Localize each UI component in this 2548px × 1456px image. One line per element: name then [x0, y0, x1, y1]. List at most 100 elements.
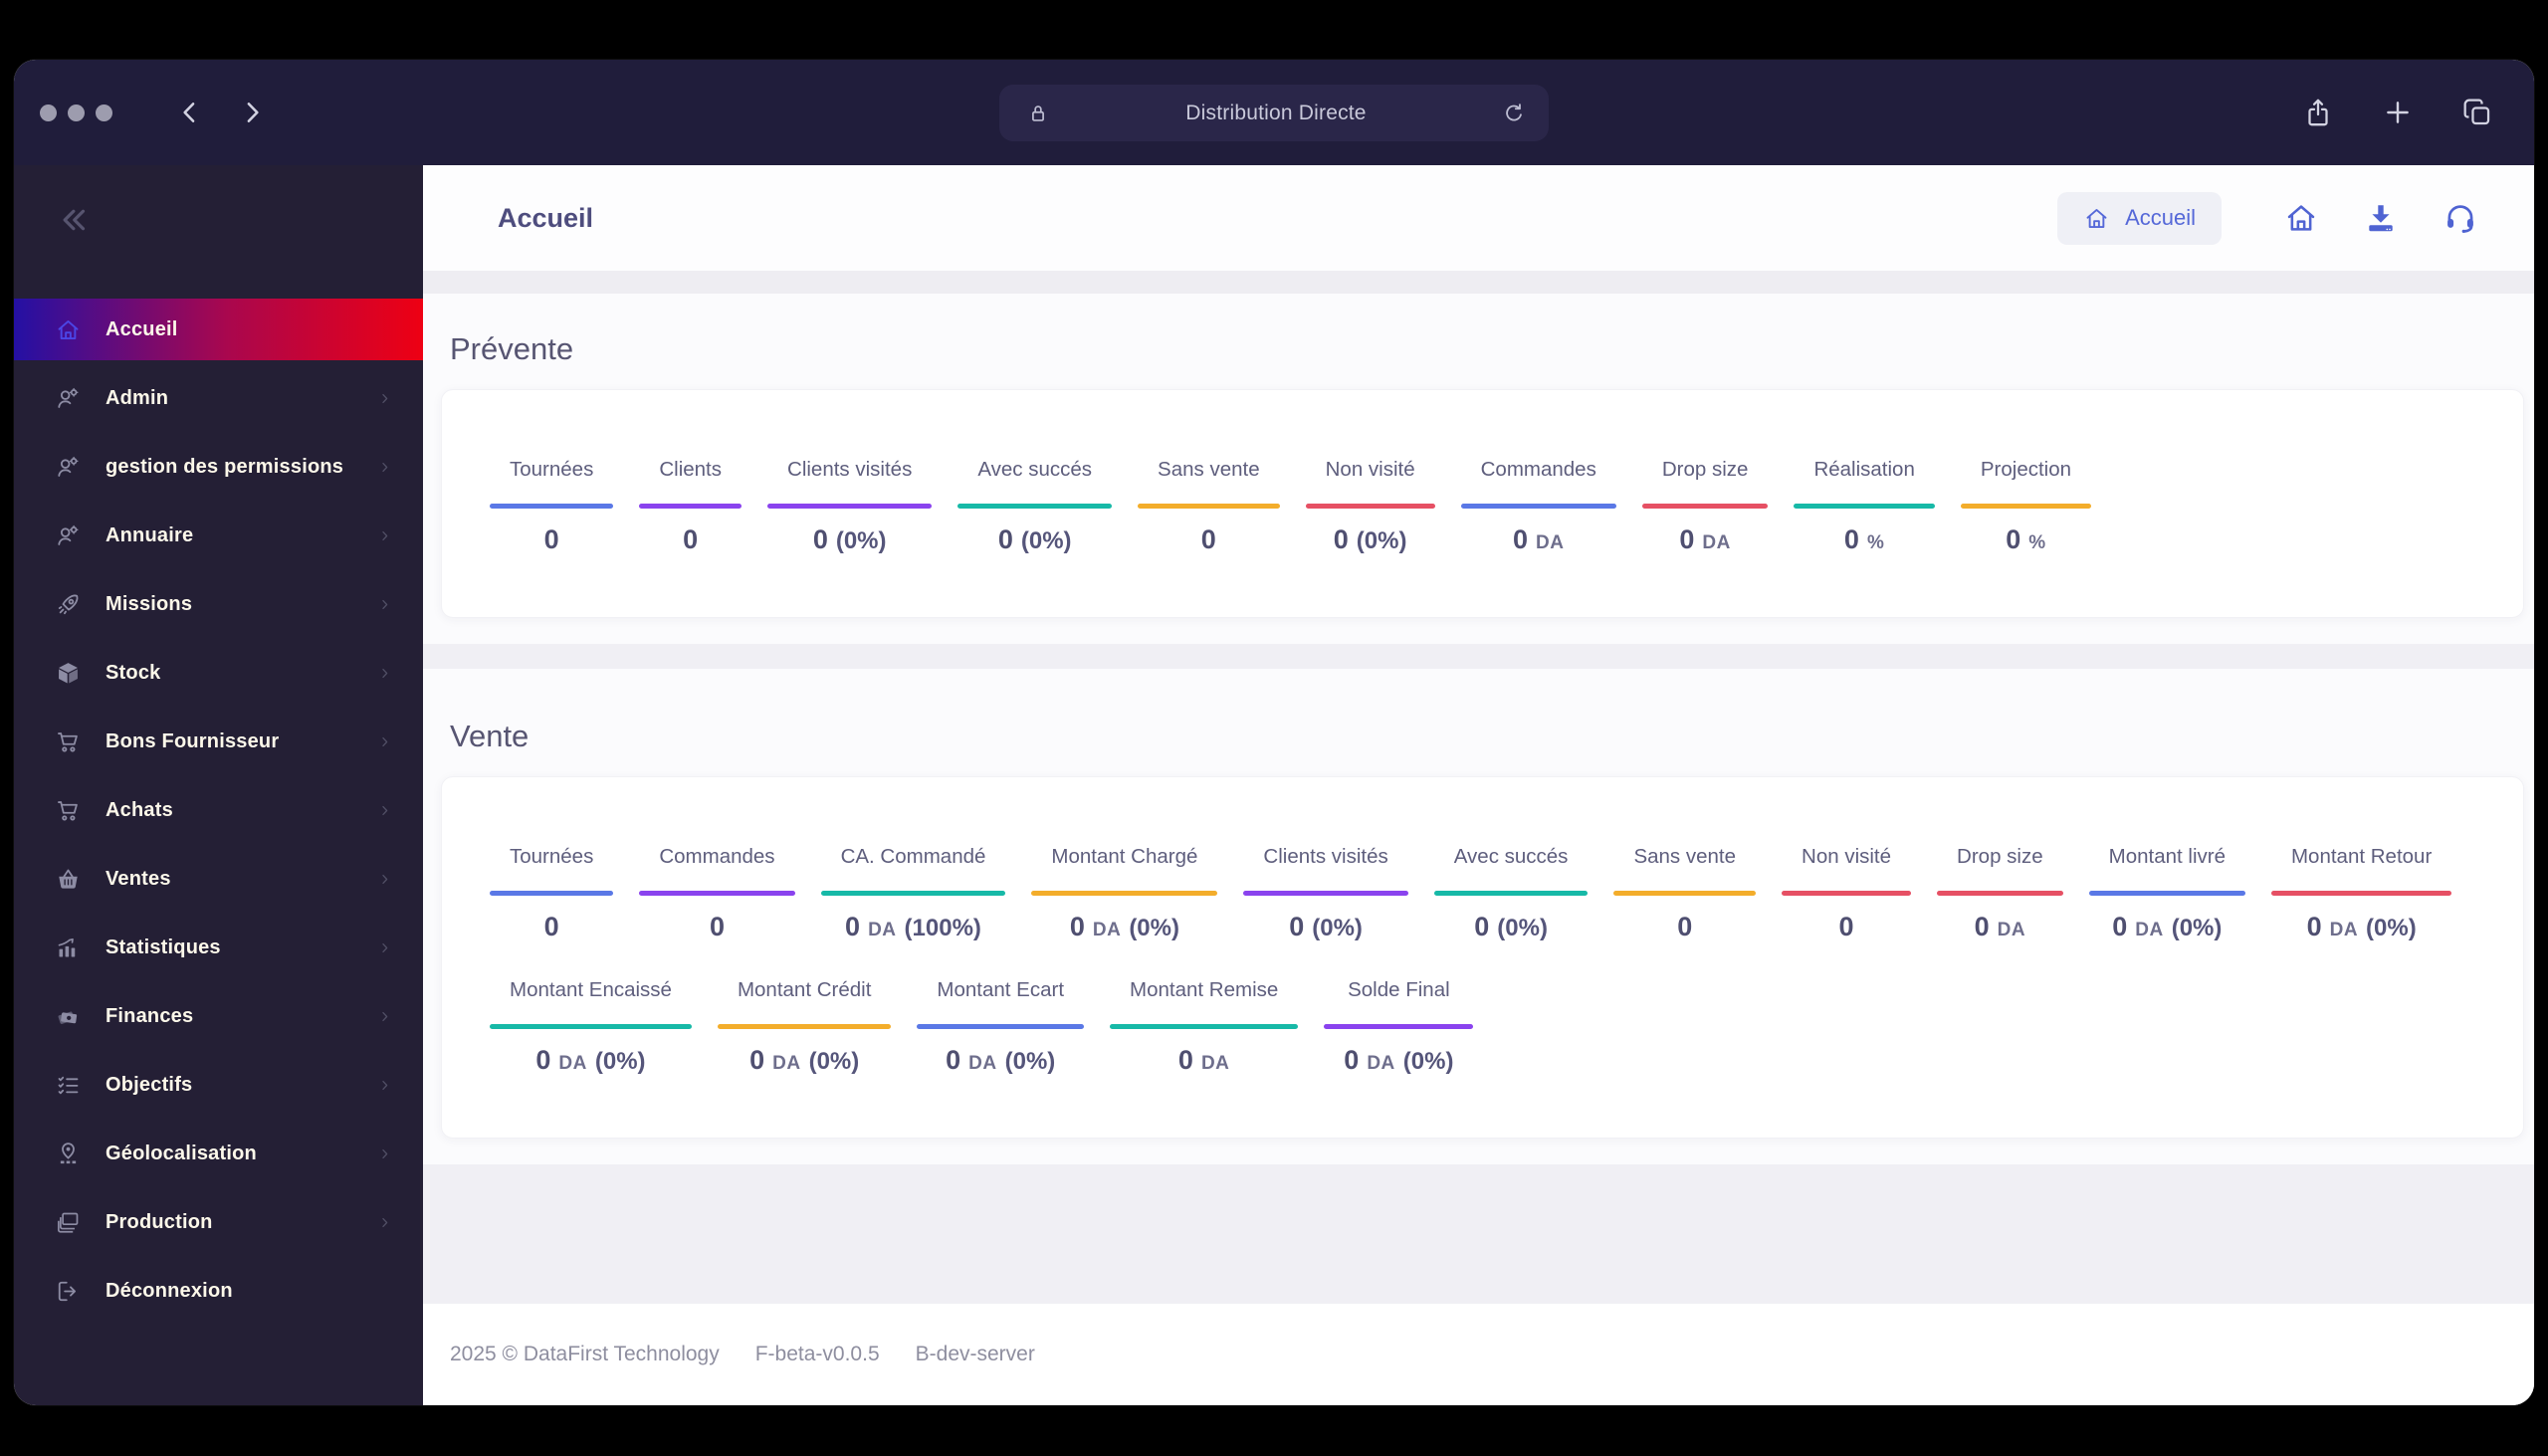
stat-underline: [1794, 504, 1935, 509]
stat-underline: [1960, 504, 2092, 509]
sidebar-item-geolocalisation[interactable]: Géolocalisation: [14, 1123, 423, 1184]
sidebar-item-admin[interactable]: Admin: [14, 367, 423, 429]
sidebar-item-label: Stock: [106, 661, 161, 684]
home-button[interactable]: [2283, 200, 2319, 236]
minimize-window-button[interactable]: [68, 104, 85, 121]
stat-percentage: (0%): [1129, 914, 1179, 941]
stat-number: 0: [1344, 1044, 1360, 1075]
bar-chart-icon: [55, 935, 82, 961]
stat-underline: [1110, 1023, 1299, 1029]
logout-icon: [55, 1278, 82, 1305]
stat-label: CA. Commandé: [840, 844, 986, 868]
sidebar-item-label: Finances: [106, 1004, 194, 1027]
stat-value: 0: [544, 524, 559, 555]
section-prevente: Prévente Tournées 0 Clients 0 Clients visité…: [423, 294, 2534, 618]
sidebar-item-missions[interactable]: Missions: [14, 573, 423, 635]
page-title: Accueil: [498, 202, 594, 233]
stat-drop-size: Drop size 0 DA: [1937, 845, 2063, 942]
tab-overview-button[interactable]: [2460, 96, 2494, 129]
stat-row: Montant Encaissé 0 DA (0%) Montant Crédit 0 DA…: [490, 978, 2493, 1076]
stat-number: 0: [749, 1044, 765, 1075]
stat-label: Sans vente: [1633, 844, 1737, 868]
stat-underline: [1613, 890, 1757, 896]
stat-underline: [490, 1023, 692, 1029]
money-icon: [55, 1003, 82, 1030]
sidebar-item-objectifs[interactable]: Objectifs: [14, 1054, 423, 1116]
sidebar-item-statistiques[interactable]: Statistiques: [14, 917, 423, 978]
stat-montant-livre: Montant livré 0 DA (0%): [2088, 844, 2245, 942]
user-gear-icon: [55, 454, 82, 481]
chevron-right-icon: [376, 1145, 393, 1162]
reload-button[interactable]: [1501, 101, 1527, 126]
breadcrumb-label: Accueil: [2125, 205, 2196, 230]
stat-number: 0: [1843, 524, 1859, 554]
address-bar[interactable]: Distribution Directe: [999, 85, 1549, 141]
address-text: Distribution Directe: [1185, 101, 1367, 124]
stat-percentage: (0%): [1020, 527, 1072, 554]
download-button[interactable]: [2363, 200, 2399, 236]
section-vente: Vente Tournées 0 Commandes 0 CA. Commandé 0 DA…: [423, 669, 2534, 1139]
sidebar-item-deconnexion[interactable]: Déconnexion: [14, 1260, 423, 1322]
stat-value: 0%: [1844, 524, 1884, 555]
sidebar-item-label: Admin: [106, 386, 169, 409]
stat-label: Montant livré: [2108, 844, 2226, 868]
chevron-right-icon: [376, 459, 393, 476]
stat-tournees: Tournées 0: [490, 844, 614, 942]
stat-label: Montant Chargé: [1051, 844, 1198, 868]
close-window-button[interactable]: [40, 104, 57, 121]
stat-value: 0 (0%): [1334, 524, 1407, 555]
sidebar-item-label: Annuaire: [106, 523, 194, 546]
prevente-card: Tournées 0 Clients 0 Clients visités 0 (0%) Ave…: [441, 389, 2524, 618]
chevron-right-icon: [376, 1077, 393, 1094]
chevron-right-icon: [376, 802, 393, 819]
forward-button[interactable]: [236, 97, 268, 128]
lock-icon: [1025, 101, 1051, 126]
sidebar-item-accueil[interactable]: Accueil: [14, 299, 423, 360]
sidebar-collapse-button[interactable]: [52, 199, 94, 241]
stat-value: 0 (0%): [998, 524, 1072, 555]
stat-value: 0: [1677, 912, 1692, 942]
stat-unit: DA: [558, 1052, 587, 1074]
stat-underline: [1460, 504, 1616, 509]
stat-underline: [767, 504, 933, 509]
stat-label: Tournées: [510, 844, 594, 868]
chevron-right-icon: [376, 939, 393, 956]
stat-montant-charge: Montant Chargé 0 DA (0%): [1031, 844, 1218, 942]
sidebar-item-bons-fournisseur[interactable]: Bons Fournisseur: [14, 711, 423, 772]
stat-underline: [820, 890, 1006, 896]
sidebar-item-annuaire[interactable]: Annuaire: [14, 505, 423, 566]
support-headset-button[interactable]: [2442, 200, 2478, 236]
sidebar-item-achats[interactable]: Achats: [14, 779, 423, 841]
zoom-window-button[interactable]: [96, 104, 112, 121]
sidebar-item-stock[interactable]: Stock: [14, 642, 423, 704]
stat-percentage: (0%): [594, 1047, 646, 1075]
stat-underline: [1937, 890, 2063, 896]
stat-number: 0: [1289, 911, 1305, 941]
layers-icon: [55, 1209, 82, 1236]
breadcrumb-accueil-button[interactable]: Accueil: [2057, 191, 2222, 245]
sidebar-item-production[interactable]: Production: [14, 1191, 423, 1253]
sidebar-item-finances[interactable]: Finances: [14, 985, 423, 1047]
stat-drop-size: Drop size 0 DA: [1641, 458, 1769, 555]
back-button[interactable]: [174, 97, 206, 128]
stat-number: 0: [845, 911, 861, 941]
share-button[interactable]: [2301, 96, 2335, 129]
new-tab-button[interactable]: [2381, 96, 2415, 129]
stat-unit: DA: [1092, 919, 1122, 940]
sidebar-item-label: Statistiques: [106, 936, 221, 958]
stat-number: 0: [812, 524, 828, 554]
stat-underline: [1138, 504, 1280, 509]
sidebar-item-gestion-des-permissions[interactable]: gestion des permissions: [14, 436, 423, 498]
stat-number: 0: [1677, 911, 1693, 941]
stat-value: 0 DA (100%): [845, 912, 981, 942]
stat-label: Montant Crédit: [737, 977, 872, 1001]
stat-percentage: (0%): [1497, 914, 1548, 941]
stat-row: Tournées 0 Commandes 0 CA. Commandé 0 DA (100%)…: [490, 845, 2493, 942]
stat-unit: DA: [2135, 919, 2164, 940]
stat-value: 0 DA (0%): [1344, 1045, 1453, 1076]
sidebar-item-label: Production: [106, 1210, 213, 1233]
stat-percentage: (0%): [2366, 914, 2417, 941]
stat-value: 0: [1201, 524, 1216, 555]
stat-number: 0: [946, 1044, 961, 1075]
sidebar-item-ventes[interactable]: Ventes: [14, 848, 423, 910]
